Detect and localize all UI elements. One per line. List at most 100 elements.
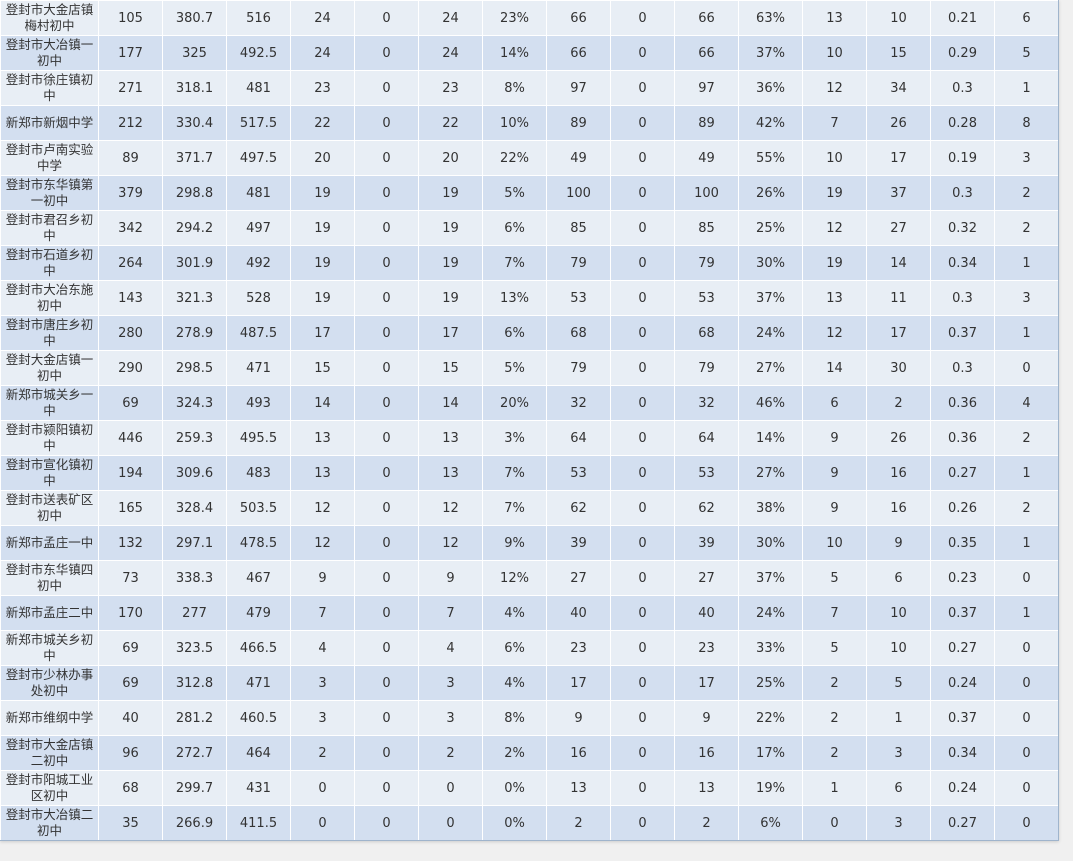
table-cell: 338.3 [162, 560, 227, 596]
table-cell: 323.5 [162, 630, 227, 666]
table-cell: 14% [482, 35, 547, 71]
table-cell: 22% [738, 700, 803, 736]
table-cell: 6% [482, 315, 547, 351]
table-cell: 481 [226, 175, 291, 211]
table-cell: 0 [290, 805, 355, 840]
table-cell: 6% [482, 210, 547, 246]
table-cell: 0 [994, 805, 1058, 840]
table-row: 登封市宣化镇初中 194 309.6 483 13 0 13 7% 53 0 53 27% 9 16 0.2… [0, 455, 1058, 491]
school-name-cell: 登封市大金店镇二初中 [0, 735, 99, 771]
table-cell: 2 [546, 805, 611, 840]
table-cell: 27 [546, 560, 611, 596]
table-cell: 11 [866, 280, 931, 316]
table-cell: 7% [482, 455, 547, 491]
table-cell: 55% [738, 140, 803, 176]
table-cell: 16 [866, 490, 931, 526]
table-cell: 38% [738, 490, 803, 526]
table-cell: 503.5 [226, 490, 291, 526]
table-cell: 79 [674, 350, 739, 386]
table-cell: 0% [482, 770, 547, 806]
table-cell: 62 [674, 490, 739, 526]
table-cell: 9 [290, 560, 355, 596]
table-cell: 0 [354, 245, 419, 281]
table-row: 登封市大金店镇二初中 96 272.7 464 2 0 2 2% 16 0 16 17% 2 3 0.34 0 [0, 735, 1058, 771]
table-cell: 96 [98, 735, 163, 771]
table-cell: 0 [994, 560, 1058, 596]
table-cell: 16 [866, 455, 931, 491]
table-cell: 0.26 [930, 490, 995, 526]
table-cell: 3 [994, 280, 1058, 316]
table-cell: 27 [866, 210, 931, 246]
table-cell: 0.23 [930, 560, 995, 596]
school-name-cell: 登封市卢南实验中学 [0, 140, 99, 176]
table-cell: 165 [98, 490, 163, 526]
table-cell: 379 [98, 175, 163, 211]
table-cell: 9 [418, 560, 483, 596]
table-cell: 12 [290, 525, 355, 561]
table-cell: 0.24 [930, 665, 995, 701]
table-cell: 3 [290, 665, 355, 701]
table-cell: 0 [354, 665, 419, 701]
table-cell: 342 [98, 210, 163, 246]
table-cell: 13 [802, 0, 867, 36]
table-cell: 20% [482, 385, 547, 421]
table-cell: 0 [610, 105, 675, 141]
table-cell: 0 [610, 735, 675, 771]
table-cell: 0 [610, 560, 675, 596]
table-cell: 0 [610, 805, 675, 840]
table-cell: 312.8 [162, 665, 227, 701]
table-cell: 297.1 [162, 525, 227, 561]
table-cell: 2 [674, 805, 739, 840]
table-cell: 42% [738, 105, 803, 141]
table-cell: 2 [994, 490, 1058, 526]
table-cell: 97 [674, 70, 739, 106]
table-cell: 4 [994, 385, 1058, 421]
table-cell: 495.5 [226, 420, 291, 456]
table-row: 登封市东华镇四初中 73 338.3 467 9 0 9 12% 27 0 27 37% 5 6 0.23 0 [0, 560, 1058, 596]
table-body: 登封市大金店镇梅村初中 105 380.7 516 24 0 24 23% 66 0 66 63% 13… [0, 0, 1058, 840]
table-cell: 0.37 [930, 315, 995, 351]
table-row: 新郑市孟庄二中 170 277 479 7 0 7 4% 40 0 40 24% 7 10 0.37 1 [0, 595, 1058, 631]
table-cell: 10 [802, 140, 867, 176]
table-cell: 49 [546, 140, 611, 176]
table-cell: 1 [994, 595, 1058, 631]
table-cell: 528 [226, 280, 291, 316]
table-cell: 32 [674, 385, 739, 421]
table-cell: 7% [482, 490, 547, 526]
table-cell: 39 [674, 525, 739, 561]
table-cell: 259.3 [162, 420, 227, 456]
table-cell: 0.27 [930, 805, 995, 840]
table-cell: 53 [546, 455, 611, 491]
table-cell: 4% [482, 595, 547, 631]
table-cell: 20 [290, 140, 355, 176]
school-name-cell: 登封市东华镇第一初中 [0, 175, 99, 211]
table-cell: 66 [546, 0, 611, 36]
table-cell: 13% [482, 280, 547, 316]
table-cell: 22% [482, 140, 547, 176]
table-cell: 493 [226, 385, 291, 421]
table-row: 登封市卢南实验中学 89 371.7 497.5 20 0 20 22% 49 0 49 55% 10 1… [0, 140, 1058, 176]
table-cell: 194 [98, 455, 163, 491]
table-cell: 10 [866, 630, 931, 666]
table-cell: 290 [98, 350, 163, 386]
table-row: 登封大金店镇一初中 290 298.5 471 15 0 15 5% 79 0 79 27% 14 30 0… [0, 350, 1058, 386]
table-cell: 0.34 [930, 245, 995, 281]
table-cell: 516 [226, 0, 291, 36]
table-cell: 12 [418, 525, 483, 561]
table-cell: 37% [738, 280, 803, 316]
table-cell: 487.5 [226, 315, 291, 351]
table-cell: 143 [98, 280, 163, 316]
table-cell: 2 [994, 420, 1058, 456]
table-cell: 26% [738, 175, 803, 211]
table-cell: 0 [354, 70, 419, 106]
table-cell: 19 [290, 280, 355, 316]
table-cell: 497.5 [226, 140, 291, 176]
table-cell: 15 [866, 35, 931, 71]
table-cell: 0 [610, 770, 675, 806]
table-cell: 39 [546, 525, 611, 561]
table-row: 登封市少林办事处初中 69 312.8 471 3 0 3 4% 17 0 17 25% 2 5 0.24 0 [0, 665, 1058, 701]
table-cell: 5% [482, 350, 547, 386]
table-cell: 35 [98, 805, 163, 840]
table-cell: 14 [866, 245, 931, 281]
table-cell: 1 [802, 770, 867, 806]
